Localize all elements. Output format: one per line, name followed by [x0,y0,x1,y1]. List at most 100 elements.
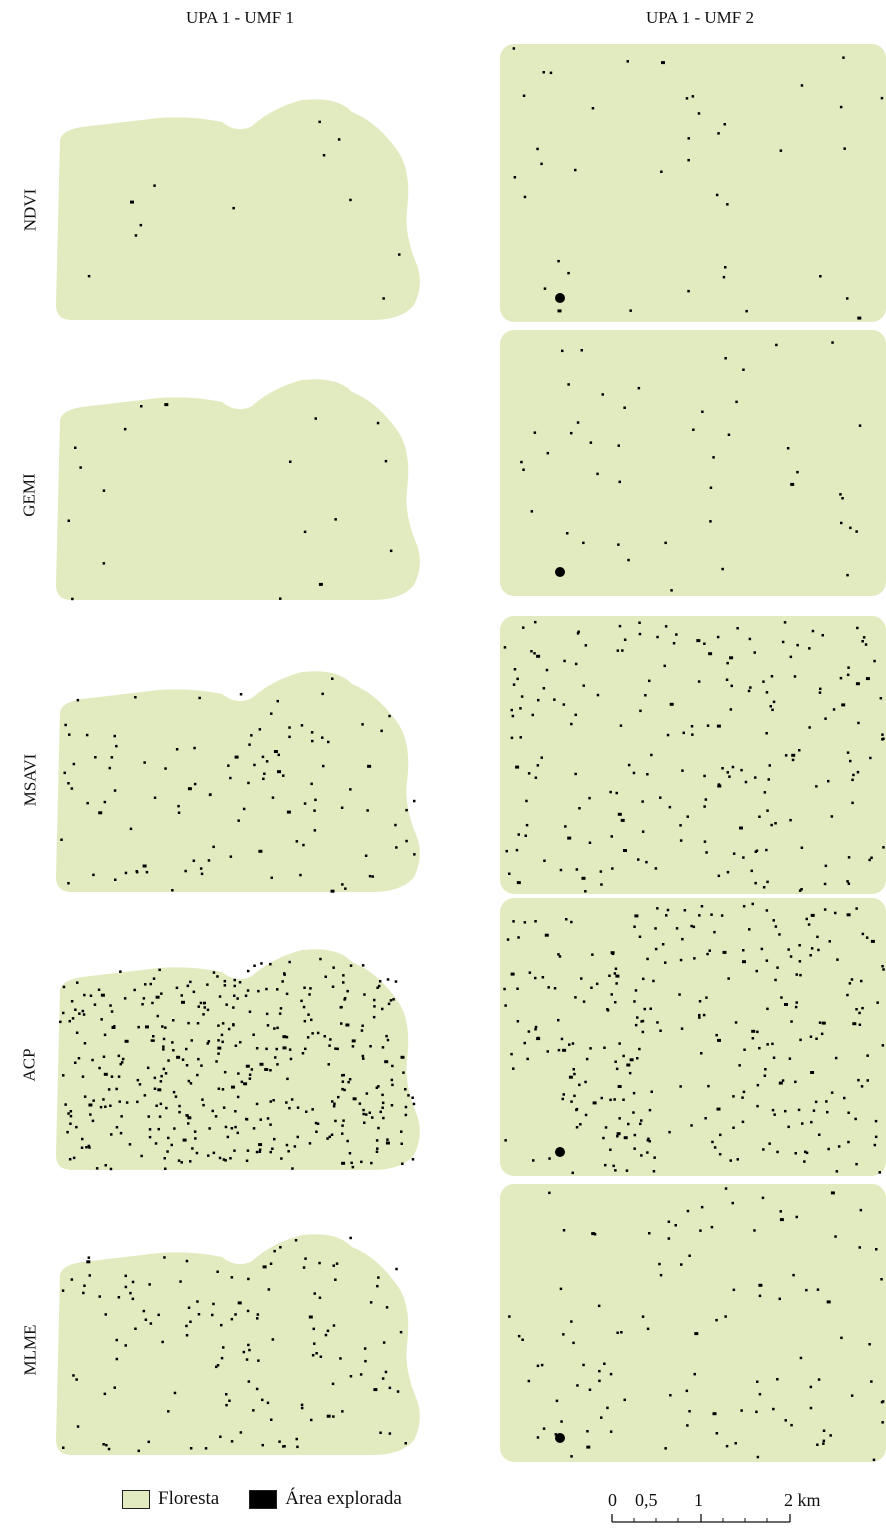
explored-pixel [749,686,752,689]
explored-pixel [568,1043,571,1046]
explored-pixel [700,1205,704,1209]
explored-pixel [736,1158,739,1161]
explored-pixel [664,625,668,628]
explored-pixel [800,846,804,849]
explored-pixel [187,1306,191,1309]
explored-pixel [341,883,344,886]
explored-pixel [516,677,519,681]
explored-pixel [282,1046,287,1050]
explored-pixel [152,1035,155,1038]
explored-pixel [866,1054,869,1057]
explored-pixel [881,733,884,736]
explored-pixel [302,1266,306,1269]
explored-pixel [616,649,620,652]
explored-pixel [646,1139,650,1142]
explored-pixel [293,1145,297,1148]
explored-pixel [638,621,641,624]
explored-pixel [858,1011,861,1015]
explored-pixel [709,486,713,489]
explored-pixel [230,1276,234,1279]
explored-pixel [748,637,752,641]
map-gemi-umf1 [56,379,420,601]
explored-pixel [250,1068,254,1071]
explored-pixel [342,1119,345,1122]
explored-pixel [124,1274,127,1278]
explored-pixel [610,835,613,838]
explored-pixel [345,1023,350,1027]
explored-pixel [836,958,839,961]
explored-pixel [729,708,733,711]
explored-pixel [784,754,788,757]
explored-pixel [755,1410,758,1414]
explored-pixel [339,1357,342,1360]
explored-pixel [89,994,93,997]
explored-pixel [229,776,232,780]
explored-pixel [70,787,74,790]
explored-pixel [232,1006,235,1009]
explored-pixel [400,1055,405,1059]
explored-pixel [725,678,729,681]
explored-pixel [808,726,811,729]
explored-pixel [847,1140,850,1144]
explored-pixel [584,644,588,647]
explored-pixel [810,1071,815,1074]
explored-pixel [131,1280,135,1284]
explored-pixel [804,1150,807,1154]
explored-pixel [756,1104,759,1108]
explored-pixel [793,675,797,678]
explored-pixel [704,798,708,801]
explored-pixel [553,987,557,990]
explored-pixel [364,1359,367,1363]
explored-pixel [691,95,695,98]
explored-pixel [754,850,758,853]
explored-pixel [362,1108,365,1112]
explored-pixel [240,1080,244,1084]
explored-pixel [265,760,269,763]
explored-pixel [202,1013,205,1016]
explored-pixel [653,1156,656,1159]
explored-pixel [145,1025,149,1029]
explored-pixel [855,530,858,533]
explored-pixel [304,1257,307,1260]
explored-pixel [278,1012,282,1015]
explored-pixel [389,549,393,553]
explored-pixel [616,1135,619,1138]
explored-pixel [839,493,842,496]
explored-pixel [600,883,603,886]
explored-pixel [258,728,262,731]
explored-pixel [517,936,520,939]
explored-pixel [395,1267,398,1271]
explored-pixel [646,1151,649,1154]
explored-pixel [568,1075,573,1079]
explored-pixel [809,1406,813,1410]
explored-pixel [217,1024,220,1027]
explored-pixel [279,1246,282,1249]
explored-pixel [703,642,706,645]
map-mlme-umf1 [56,1234,420,1455]
explored-pixel [373,998,376,1002]
explored-pixel [282,774,285,777]
explored-pixel [675,927,679,930]
explored-pixel [376,986,379,989]
explored-pixel [203,1001,206,1005]
explored-pixel [328,1135,331,1139]
explored-pixel [274,1056,277,1059]
explored-pixel [572,1341,575,1345]
explored-pixel [632,1091,636,1095]
explored-pixel [196,1022,200,1025]
explored-pixel [72,1156,76,1160]
explored-pixel [351,1039,356,1043]
explored-pixel [102,489,106,492]
explored-pixel [258,1143,263,1147]
map-gemi-umf2 [500,330,886,596]
explored-pixel [818,1021,822,1024]
explored-pixel [688,1410,691,1413]
explored-pixel [131,1297,135,1301]
explored-pixel [237,1301,242,1305]
explored-pixel [571,1042,575,1045]
explored-pixel [606,1008,609,1011]
explored-pixel [69,1114,73,1118]
explored-pixel [576,421,580,424]
explored-pixel [413,799,416,803]
explored-pixel [726,661,729,665]
